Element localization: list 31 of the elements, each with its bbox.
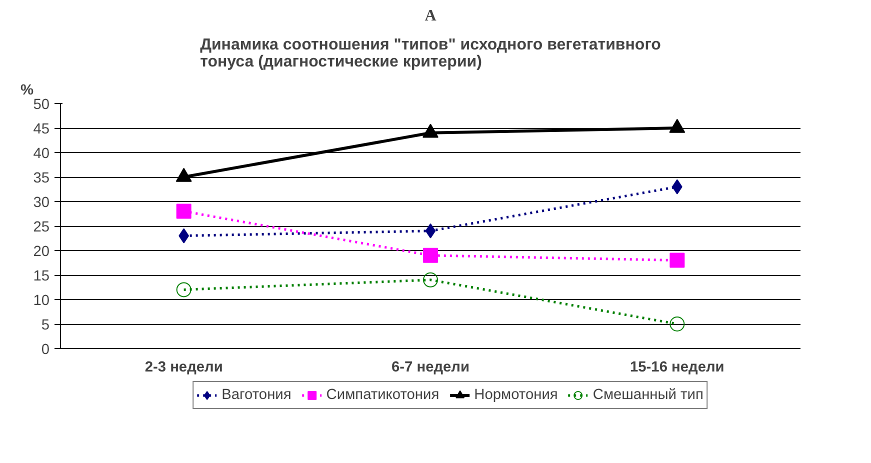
point xyxy=(176,168,192,182)
point xyxy=(425,223,436,238)
x-tick-label: 15-16 недели xyxy=(630,360,724,376)
legend-label: Симпатикотония xyxy=(326,387,440,403)
y-tick-label: 45 xyxy=(33,122,50,138)
y-tick-label: 40 xyxy=(33,146,50,162)
y-axis-title: % xyxy=(20,82,34,98)
y-tick-label: 25 xyxy=(33,220,50,236)
y-tick-label: 50 xyxy=(33,97,50,113)
legend-label: Ваготония xyxy=(222,387,292,403)
y-tick-label: 20 xyxy=(33,244,50,260)
legend-label: Смешанный тип xyxy=(592,387,704,403)
y-tick-label: 35 xyxy=(33,170,50,186)
point xyxy=(176,204,192,219)
text: A xyxy=(424,8,437,24)
point xyxy=(176,282,192,298)
point xyxy=(422,124,438,138)
chart-title: Динамика соотношения "типов" исходного вегетативного тонуса (диагностические критерии) xyxy=(200,36,662,70)
y-tick-label: 15 xyxy=(33,268,50,284)
x-tick-label: 2-3 недели xyxy=(144,360,223,376)
legend-label: Нормотония xyxy=(474,387,558,403)
y-tick-label: 30 xyxy=(33,195,50,211)
point xyxy=(669,118,686,133)
y-tick-label: 0 xyxy=(41,342,50,358)
point xyxy=(423,248,438,263)
y-tick-label: 10 xyxy=(33,293,50,309)
y-tick-label: 5 xyxy=(41,318,50,334)
point xyxy=(670,316,685,332)
point xyxy=(423,272,438,288)
point xyxy=(670,252,685,268)
x-tick-label: 6-7 недели xyxy=(391,360,470,376)
